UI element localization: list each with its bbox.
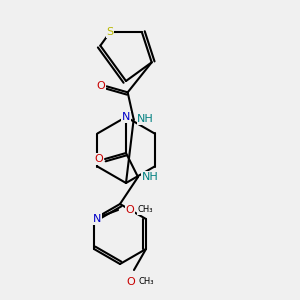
Text: N: N	[122, 112, 130, 122]
Text: CH₃: CH₃	[137, 206, 153, 214]
Text: S: S	[106, 27, 114, 37]
Text: NH: NH	[142, 172, 158, 182]
Text: O: O	[127, 277, 135, 287]
Text: O: O	[94, 154, 103, 164]
Text: O: O	[126, 205, 134, 215]
Text: O: O	[96, 81, 105, 91]
Text: CH₃: CH₃	[138, 278, 154, 286]
Text: N: N	[93, 214, 101, 224]
Text: NH: NH	[137, 114, 154, 124]
